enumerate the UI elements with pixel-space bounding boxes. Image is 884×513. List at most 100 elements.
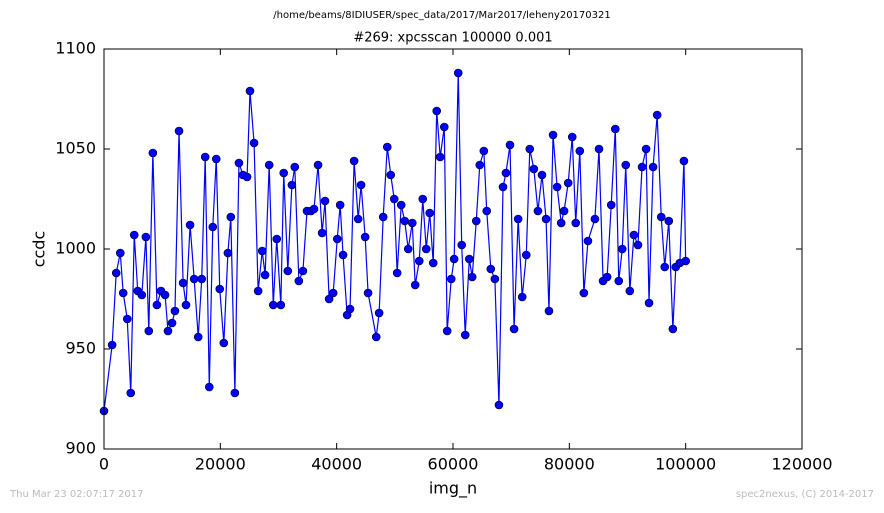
data-point: [614, 276, 624, 286]
data-point: [152, 300, 162, 310]
data-point: [272, 234, 282, 244]
plot-frame: [103, 48, 803, 450]
data-point: [290, 162, 300, 172]
data-point: [167, 318, 177, 328]
data-point: [126, 388, 136, 398]
data-point: [374, 308, 384, 318]
data-point: [559, 206, 569, 216]
data-point: [633, 240, 643, 250]
data-point: [122, 314, 132, 324]
data-point: [617, 244, 627, 254]
data-point: [552, 182, 562, 192]
data-point: [298, 266, 308, 276]
data-point: [629, 230, 639, 240]
data-point: [513, 214, 523, 224]
data-point: [234, 158, 244, 168]
data-point: [189, 274, 199, 284]
data-point: [681, 256, 690, 266]
data-point: [490, 274, 500, 284]
data-point: [118, 288, 128, 298]
data-point: [345, 304, 355, 314]
data-point: [602, 272, 612, 282]
data-point: [107, 340, 117, 350]
data-point: [494, 400, 504, 410]
data-point: [144, 326, 154, 336]
data-point: [257, 246, 267, 256]
data-point: [160, 290, 170, 300]
data-point: [223, 248, 233, 258]
data-point: [656, 212, 666, 222]
data-point: [335, 200, 345, 210]
data-point: [590, 214, 600, 224]
data-point: [579, 288, 589, 298]
data-point: [652, 110, 662, 120]
data-point: [287, 180, 297, 190]
data-point: [660, 262, 670, 272]
data-point: [313, 160, 323, 170]
data-point: [283, 266, 293, 276]
data-point: [521, 250, 531, 260]
data-point: [332, 234, 342, 244]
data-point: [389, 194, 399, 204]
data-point: [567, 132, 577, 142]
data-point: [208, 222, 218, 232]
data-point: [457, 240, 467, 250]
data-point: [260, 270, 270, 280]
y-tick-label: 900: [65, 439, 96, 458]
data-point: [418, 194, 428, 204]
data-point: [356, 180, 366, 190]
data-point: [279, 168, 289, 178]
data-point: [253, 286, 263, 296]
data-point: [211, 154, 221, 164]
data-point: [453, 68, 463, 78]
data-point: [320, 196, 330, 206]
data-point: [328, 288, 338, 298]
data-point: [163, 326, 173, 336]
data-point: [621, 160, 631, 170]
data-point: [245, 86, 255, 96]
x-tick-label: 60000: [428, 455, 479, 474]
data-point: [505, 140, 515, 150]
data-point: [460, 330, 470, 340]
data-point: [486, 264, 496, 274]
x-tick-label: 40000: [311, 455, 362, 474]
data-point: [442, 326, 452, 336]
data-point: [610, 124, 620, 134]
data-point: [583, 236, 593, 246]
data-point: [294, 276, 304, 286]
data-point: [249, 138, 259, 148]
data-point: [338, 250, 348, 260]
data-point: [268, 300, 278, 310]
data-point: [467, 272, 477, 282]
data-point: [482, 206, 492, 216]
data-point: [115, 248, 125, 258]
chart-title: #269: xpcsscan 100000 0.001: [353, 31, 552, 46]
x-axis-label: img_n: [429, 479, 477, 499]
data-point: [475, 160, 485, 170]
x-tick-label: 0: [99, 455, 109, 474]
data-point: [200, 152, 210, 162]
data-point: [544, 306, 554, 316]
data-point: [371, 332, 381, 342]
data-point: [464, 254, 474, 264]
data-point: [197, 274, 207, 284]
data-point: [648, 162, 658, 172]
data-point: [226, 212, 236, 222]
y-tick-label: 1100: [55, 39, 96, 58]
data-point: [449, 254, 459, 264]
data-point: [439, 122, 449, 132]
data-point: [421, 244, 431, 254]
data-point: [215, 284, 225, 294]
data-point: [111, 268, 121, 278]
data-point: [625, 286, 635, 296]
data-point: [407, 218, 417, 228]
data-point: [178, 278, 188, 288]
data-point: [533, 206, 543, 216]
data-point: [664, 216, 674, 226]
data-point: [501, 168, 511, 178]
data-point: [137, 290, 147, 300]
footer-right: spec2nexus, (C) 2014-2017: [736, 489, 874, 500]
data-point: [349, 156, 359, 166]
